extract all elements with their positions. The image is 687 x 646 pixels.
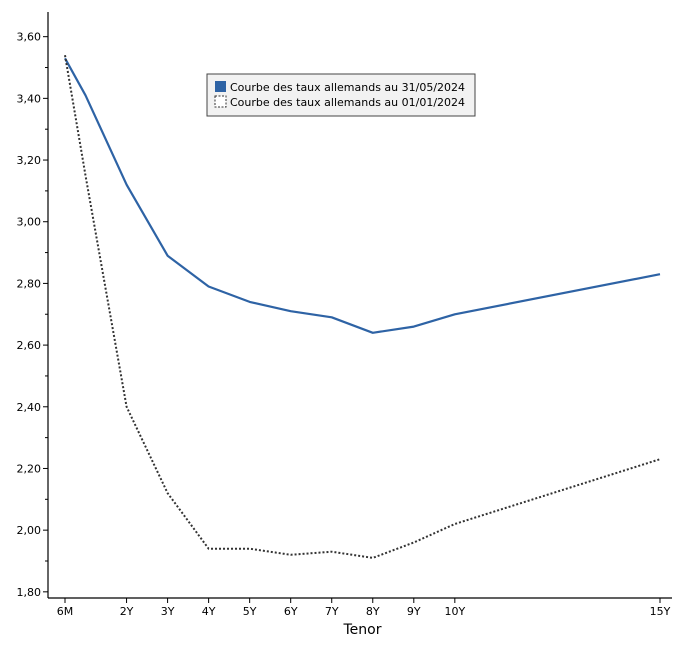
series-line-2 <box>64 55 661 559</box>
legend-box <box>206 73 476 117</box>
x-tick-label: 9Y <box>407 605 421 618</box>
x-tick-label: 3Y <box>161 605 175 618</box>
y-tick-label: 2,60 <box>17 339 42 352</box>
y-tick-label: 2,20 <box>17 462 42 475</box>
y-axis: 1,80 2,00 2,20 2,40 2,60 2,80 3,00 3,20 3,40 3,60 <box>17 12 49 599</box>
series-lines <box>64 55 661 559</box>
y-tick-label: 3,40 <box>17 92 42 105</box>
y-tick-label: 1,80 <box>17 586 42 599</box>
legend: Courbe des taux allemands au 31/05/2024 C… <box>206 73 476 117</box>
y-tick-label: 2,80 <box>17 277 42 290</box>
legend-swatch-solid <box>215 81 226 92</box>
y-tick-label: 3,20 <box>17 154 42 167</box>
y-tick-label: 2,40 <box>17 401 42 414</box>
series-line-1 <box>64 57 661 334</box>
x-tick-label: 6M <box>57 605 74 618</box>
x-tick-label: 15Y <box>650 605 671 618</box>
x-tick-label: 7Y <box>325 605 339 618</box>
legend-swatch-dotted <box>214 95 227 108</box>
y-tick-label: 3,60 <box>17 31 42 44</box>
x-tick-label: 8Y <box>366 605 380 618</box>
y-tick-label: 2,00 <box>17 524 42 537</box>
x-tick-label: 2Y <box>120 605 134 618</box>
legend-label-2: Courbe des taux allemands au 01/01/2024 <box>230 96 465 109</box>
x-axis-title: Tenor <box>343 622 382 638</box>
x-tick-label: 4Y <box>202 605 216 618</box>
x-axis: 6M 2Y 3Y 4Y 5Y 6Y 7Y 8Y 9Y 10Y 15Y <box>48 597 672 618</box>
x-tick-label: 10Y <box>444 605 465 618</box>
x-tick-label: 6Y <box>284 605 298 618</box>
x-tick-label: 5Y <box>243 605 257 618</box>
y-tick-label: 3,00 <box>17 216 42 229</box>
legend-label-1: Courbe des taux allemands au 31/05/2024 <box>230 81 465 94</box>
